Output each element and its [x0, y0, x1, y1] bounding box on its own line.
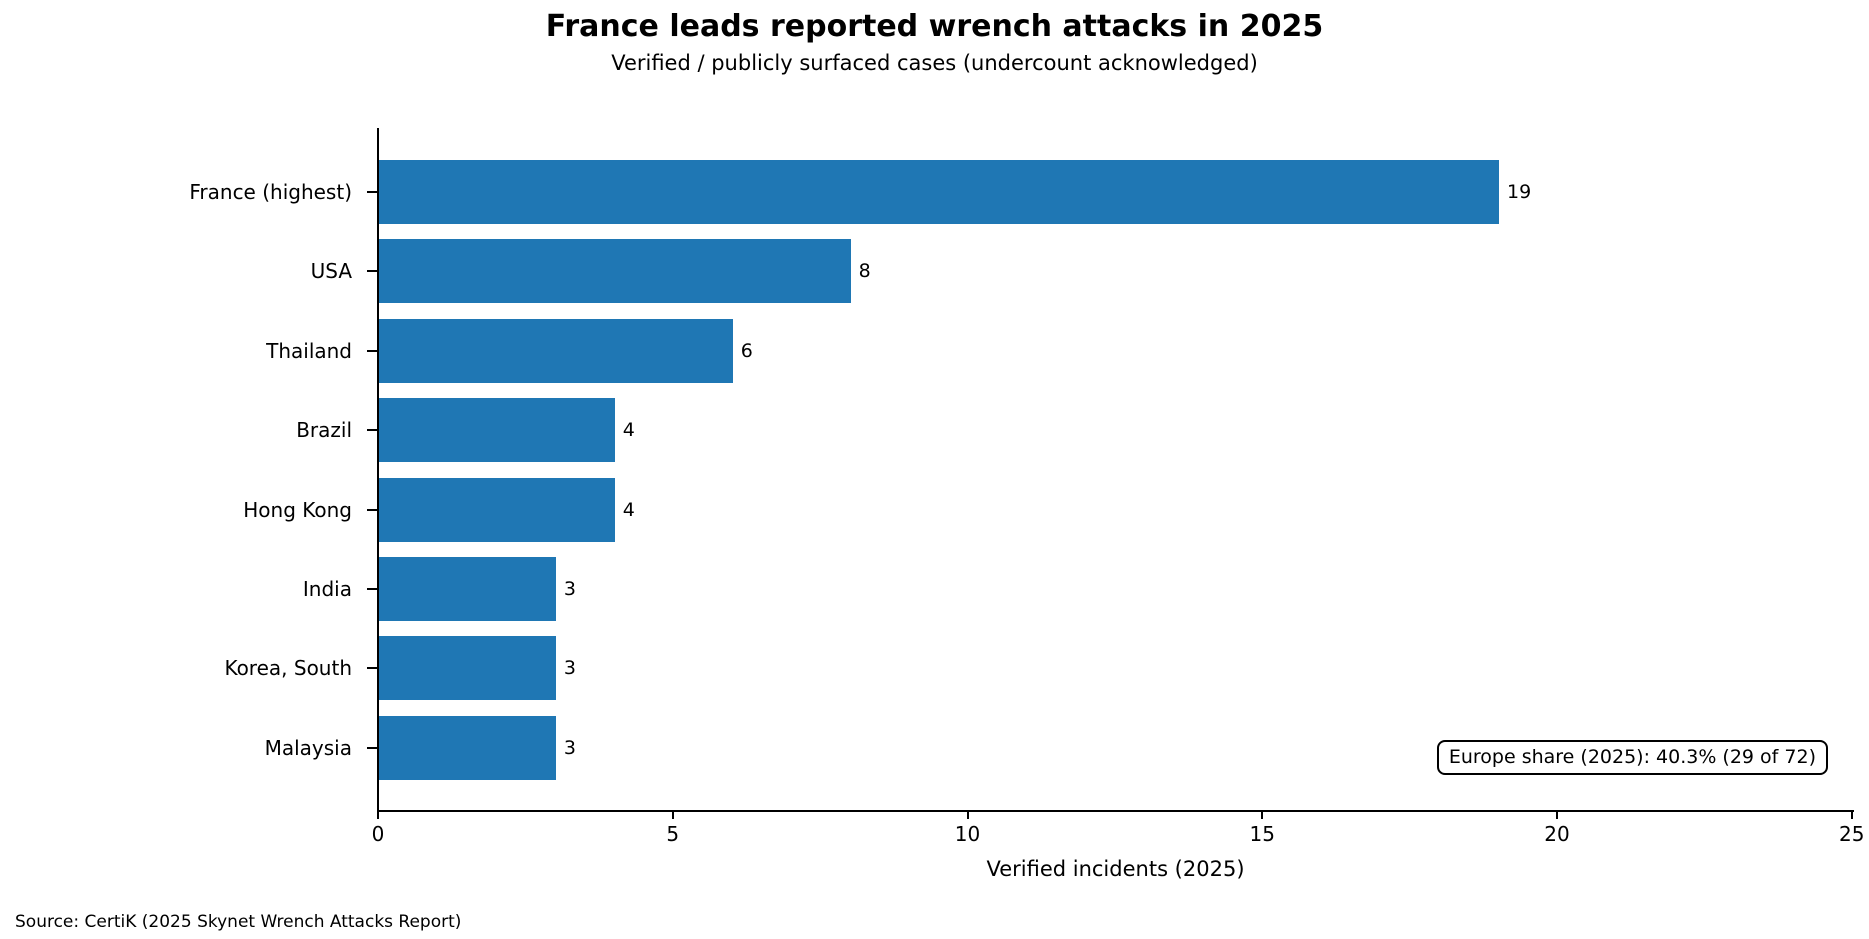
x-tick-label: 10 [954, 822, 981, 846]
bar-value-label: 4 [622, 419, 635, 442]
bar-value-label: 6 [740, 339, 753, 362]
bar-value-label: 4 [622, 498, 635, 521]
x-tick-mark [377, 810, 379, 819]
x-axis-label: Verified incidents (2025) [986, 857, 1245, 881]
x-tick-mark [966, 810, 969, 819]
y-tick-mark [367, 508, 377, 511]
y-tick-mark [367, 746, 377, 749]
category-label: India [302, 577, 352, 601]
annotation-box: Europe share (2025): 40.3% (29 of 72) [1436, 740, 1828, 775]
y-tick-mark [367, 429, 377, 432]
chart-title: France leads reported wrench attacks in … [545, 9, 1324, 44]
bar [379, 239, 851, 304]
bar-value-label: 3 [563, 657, 576, 680]
category-label: France (highest) [189, 180, 352, 204]
y-tick-mark [367, 667, 377, 670]
bar [379, 160, 1500, 224]
bar [379, 557, 556, 621]
bar [379, 715, 556, 780]
bar-value-label: 3 [563, 578, 576, 600]
x-tick-mark [671, 810, 674, 819]
x-tick-label: 20 [1544, 822, 1570, 846]
x-tick-label: 15 [1249, 822, 1275, 846]
x-tick-mark [1850, 810, 1853, 819]
source-note: Source: CertiK (2025 Skynet Wrench Attac… [15, 912, 462, 932]
bar-value-label: 3 [563, 736, 576, 759]
x-tick-mark [1556, 810, 1558, 819]
x-tick-label: 0 [371, 822, 385, 846]
x-tick-label: 5 [666, 822, 680, 846]
y-axis-line [377, 128, 379, 812]
category-label: Thailand [266, 338, 352, 363]
category-label: Brazil [296, 418, 352, 443]
bar [379, 636, 556, 701]
category-label: USA [310, 259, 352, 284]
bar [379, 398, 615, 463]
x-tick-label: 25 [1839, 822, 1865, 846]
bar [379, 318, 733, 383]
bar [379, 477, 615, 542]
category-label: Hong Kong [243, 497, 352, 522]
x-axis-line [377, 810, 1854, 812]
chart-subtitle: Verified / publicly surfaced cases (unde… [611, 51, 1258, 75]
category-label: Korea, South [224, 656, 352, 681]
category-label: Malaysia [264, 735, 352, 760]
y-tick-mark [367, 191, 377, 193]
y-tick-mark [367, 349, 377, 352]
y-tick-mark [367, 588, 377, 590]
x-tick-mark [1261, 810, 1264, 819]
y-tick-mark [367, 270, 377, 273]
bar-value-label: 19 [1507, 181, 1532, 203]
bar-value-label: 8 [858, 260, 871, 283]
